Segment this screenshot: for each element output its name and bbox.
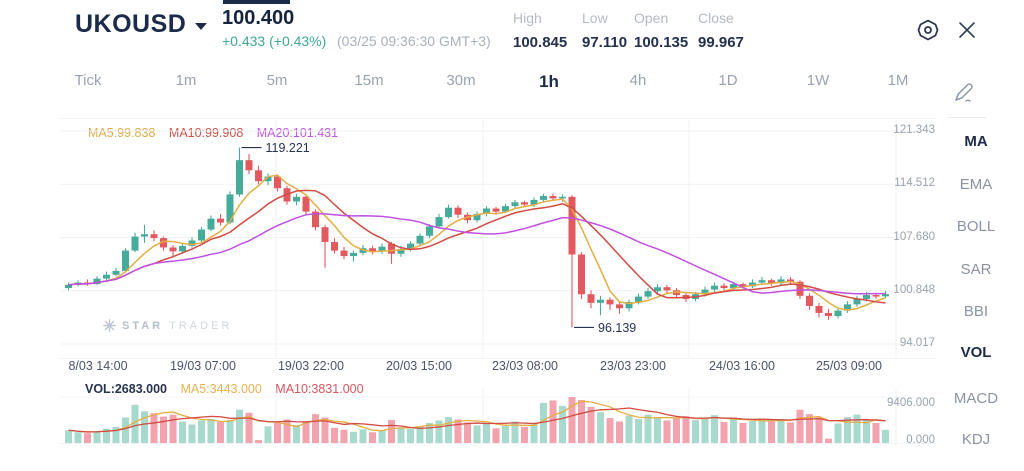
legend-ma5: MA5:99.838	[88, 126, 156, 140]
y-tick-label: 114.512	[894, 177, 935, 190]
symbol-selector[interactable]: UKOUSD	[75, 10, 208, 39]
legend-vol: VOL:2683.000	[85, 382, 167, 396]
chart-top-border	[60, 118, 936, 119]
startrader-watermark: STAR TRADER	[103, 319, 232, 332]
tab-1m[interactable]: 1m	[175, 72, 197, 89]
volume-legend: VOL:2683.000 MA5:3443.000 MA10:3831.000	[85, 382, 374, 396]
x-tick-label: 24/03 16:00	[708, 359, 776, 373]
candlestick-chart[interactable]: 119.221 96.139	[60, 112, 940, 358]
legend-ma20: MA20:101.431	[256, 126, 339, 140]
sidebar-divider	[948, 117, 986, 118]
stat-low: Low 97.110	[582, 10, 627, 51]
stat-high-value: 100.845	[513, 34, 568, 51]
indicator-ma[interactable]: MA	[964, 133, 988, 150]
settings-icon[interactable]	[915, 17, 941, 43]
price-change: +0.433 (+0.43%)	[222, 33, 327, 49]
tab-1h[interactable]: 1h	[539, 72, 559, 91]
volume-chart[interactable]	[60, 388, 940, 445]
chevron-down-icon	[195, 23, 208, 30]
stat-close-label: Close	[698, 10, 734, 26]
x-axis-labels: 8/03 14:00 19/03 07:00 19/03 22:00 20/03 15…	[0, 359, 1024, 375]
price-annotation: 96.139	[598, 321, 636, 335]
y-tick-label: 94.017	[899, 337, 935, 349]
tab-tick[interactable]: Tick	[74, 72, 102, 89]
stat-open-value: 100.135	[634, 34, 689, 51]
tab-1m[interactable]: 1M	[887, 72, 909, 89]
last-price: 100.400	[222, 7, 295, 29]
stat-close: Close 99.967	[698, 10, 744, 51]
pencil-icon[interactable]	[950, 79, 978, 107]
tab-30m[interactable]: 30m	[446, 72, 476, 89]
volume-bars-group	[65, 397, 889, 443]
tab-1d[interactable]: 1D	[718, 72, 738, 89]
ma-line-ma10	[68, 189, 886, 304]
watermark-trader: TRADER	[169, 319, 233, 332]
stat-close-value: 99.967	[698, 34, 744, 51]
tab-15m[interactable]: 15m	[354, 72, 384, 89]
stat-open-label: Open	[634, 10, 669, 26]
stat-high-label: High	[513, 10, 542, 26]
indicator-vol[interactable]: VOL	[960, 344, 992, 361]
watermark-star: STAR	[122, 319, 164, 332]
x-tick-label: 23/03 23:00	[599, 359, 667, 373]
x-tick-label: 25/03 09:00	[815, 359, 883, 373]
tab-4h[interactable]: 4h	[629, 72, 647, 89]
ma-line-ma5	[68, 174, 886, 311]
x-tick-label: 19/03 07:00	[169, 359, 237, 373]
vol-tick-label: 0.000	[906, 434, 935, 446]
indicator-bbi[interactable]: BBI	[963, 303, 989, 320]
symbol-name: UKOUSD	[75, 10, 187, 38]
stat-low-label: Low	[582, 10, 608, 26]
indicator-kdj[interactable]: KDJ	[961, 431, 991, 448]
x-tick-label: 19/03 22:00	[277, 359, 345, 373]
x-tick-label: 23/03 08:00	[491, 359, 559, 373]
tab-5m[interactable]: 5m	[266, 72, 288, 89]
chart-bottom-border	[60, 358, 936, 359]
vol-tick-label: 9406.000	[887, 397, 935, 409]
price-annotation: 119.221	[266, 141, 310, 155]
legend-vol-ma10: MA10:3831.000	[275, 382, 364, 396]
top-cropped-bar	[223, 0, 290, 4]
close-icon[interactable]	[955, 18, 979, 42]
main-chart-legend: MA5:99.838 MA10:99.908 MA20:101.431	[88, 126, 348, 140]
stat-low-value: 97.110	[582, 34, 628, 51]
stat-open: Open 100.135	[634, 10, 688, 51]
vol-ma-line-ma10	[68, 407, 886, 433]
y-tick-label: 107.680	[893, 230, 935, 243]
quote-timestamp: (03/25 09:36:30 GMT+3)	[337, 33, 491, 49]
x-tick-label: 20/03 15:00	[385, 359, 453, 373]
legend-ma10: MA10:99.908	[168, 126, 244, 140]
legend-vol-ma5: MA5:3443.000	[180, 382, 262, 396]
ma-line-ma20	[68, 212, 886, 295]
x-tick-label: 8/03 14:00	[68, 359, 128, 373]
indicator-sar[interactable]: SAR	[960, 261, 992, 278]
y-tick-label: 100.848	[893, 283, 935, 296]
vol-ma-line-ma5	[68, 400, 886, 433]
indicator-boll[interactable]: BOLL	[956, 218, 996, 235]
indicator-macd[interactable]: MACD	[953, 390, 999, 407]
y-tick-label: 121.343	[893, 124, 935, 136]
tab-1w[interactable]: 1W	[806, 72, 830, 89]
stat-high: High 100.845	[513, 10, 567, 51]
indicator-ema[interactable]: EMA	[959, 176, 993, 193]
star-logo-icon	[103, 319, 116, 332]
